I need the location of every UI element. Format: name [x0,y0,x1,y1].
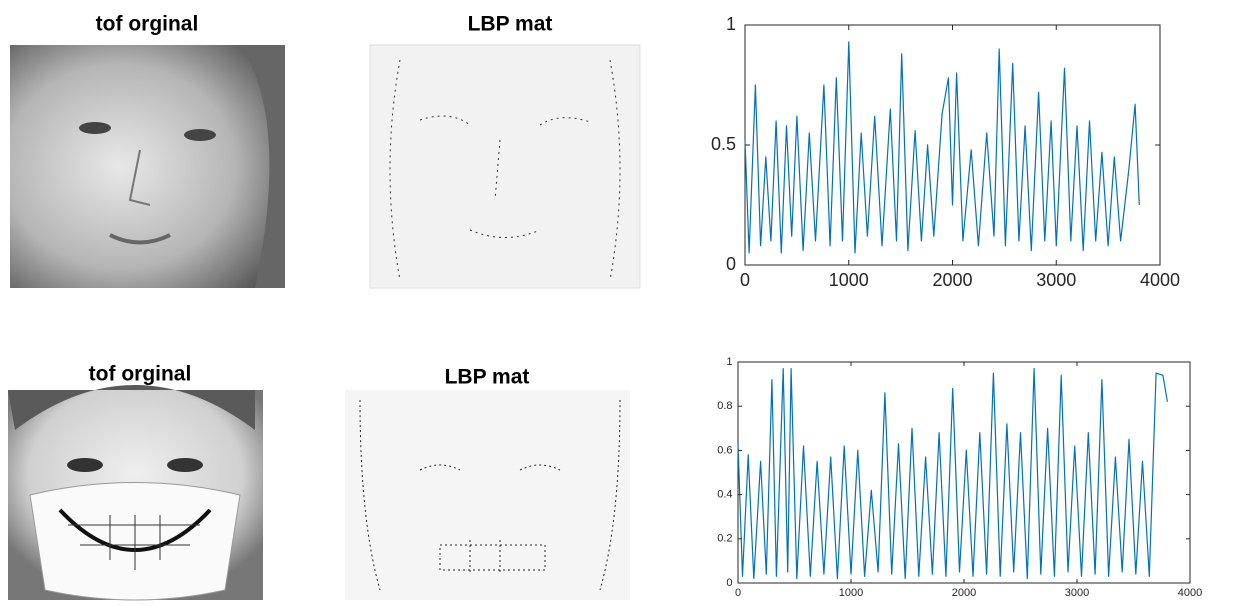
masked-face-image [8,385,263,601]
panel-title: LBP mat [468,13,553,36]
panel-title: tof orginal [89,363,192,386]
lbp-image [345,390,630,600]
x-tick-label: 4000 [1178,587,1202,599]
y-tick-label: 0 [726,254,736,274]
x-tick-label: 3000 [1036,270,1076,290]
y-tick-label: 1 [726,356,732,368]
x-tick-label: 4000 [1140,270,1180,290]
y-tick-label: 1 [726,14,736,34]
x-tick-label: 1000 [839,587,863,599]
y-tick-label: 0.4 [717,489,732,501]
face-image [10,45,285,288]
data-line [737,368,1168,580]
data-line [744,41,1140,254]
x-tick-label: 2000 [932,270,972,290]
y-tick-label: 0.5 [711,134,736,154]
lbp-image [369,44,641,289]
x-tick-label: 3000 [1065,587,1089,599]
x-tick-label: 1000 [829,270,869,290]
y-tick-label: 0.2 [717,533,732,545]
y-tick-label: 0.8 [717,400,732,412]
panel-title: LBP mat [445,366,530,389]
x-tick-label: 2000 [952,587,976,599]
axes-box [737,361,1191,584]
y-tick-label: 0 [726,577,732,589]
panel-title: tof orginal [96,13,199,36]
y-tick-label: 0.6 [717,444,732,456]
x-tick-label: 0 [735,587,741,599]
x-tick-label: 0 [740,270,750,290]
axes-box [744,24,1161,266]
